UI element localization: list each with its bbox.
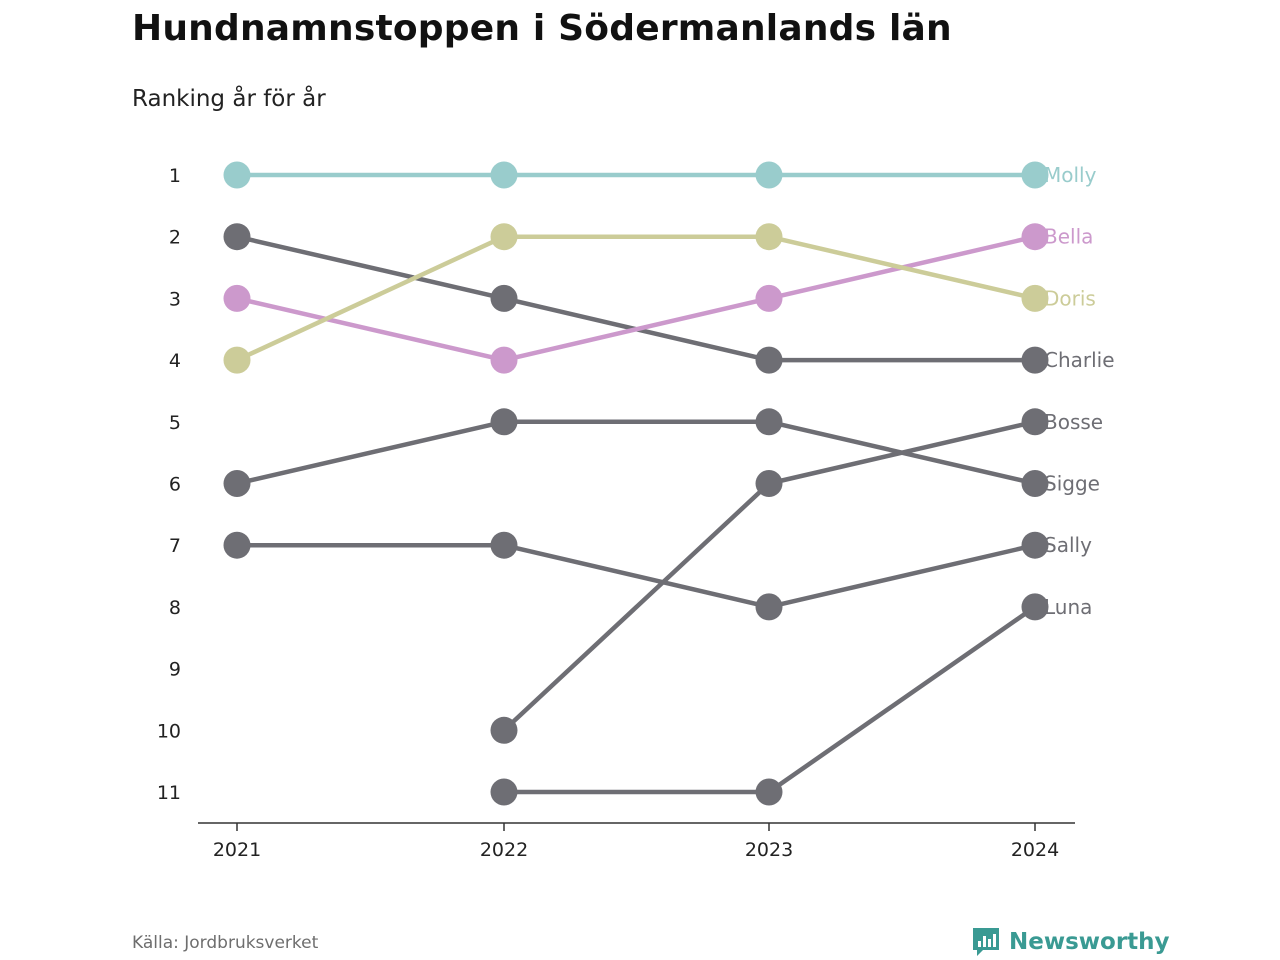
y-tick-label: 4 [169, 350, 181, 372]
data-point-luna [490, 778, 518, 806]
chart-subtitle: Ranking år för år [132, 86, 326, 112]
series-label-sigge: Sigge [1044, 472, 1100, 496]
data-point-sally [755, 593, 783, 621]
series-label-bosse: Bosse [1044, 410, 1103, 434]
y-tick-label: 1 [169, 165, 181, 187]
data-point-molly [490, 161, 518, 189]
data-point-doris [490, 223, 518, 251]
data-point-charlie [1021, 346, 1049, 374]
source-note: Källa: Jordbruksverket [132, 933, 319, 953]
data-point-doris [755, 223, 783, 251]
y-tick-label: 11 [157, 782, 181, 804]
series-line-bosse [502, 419, 1036, 732]
series-label-molly: Molly [1044, 163, 1097, 187]
y-tick-label: 3 [169, 288, 181, 310]
data-point-bella [490, 346, 518, 374]
data-point-sally [1021, 531, 1049, 559]
series-label-doris: Doris [1044, 286, 1096, 310]
y-tick-label: 5 [169, 412, 181, 434]
newsworthy-logo-icon [973, 928, 999, 956]
series-line-bella [236, 234, 1036, 363]
data-point-bosse [490, 716, 518, 744]
y-tick-label: 2 [169, 227, 181, 249]
chart-title: Hundnamnstoppen i Södermanlands län [132, 8, 952, 49]
series-line-sally [237, 542, 1036, 610]
bump-chart: 2021 2022 2023 2024 1 2 3 4 5 6 7 8 9 10 11 Molly Bella D… [157, 161, 1115, 861]
data-point-doris [223, 346, 251, 374]
data-point-bosse [755, 470, 783, 497]
data-point-bella [1021, 223, 1049, 251]
data-point-sigge [490, 408, 518, 436]
data-point-sigge [223, 470, 251, 497]
y-tick-label: 7 [169, 535, 181, 557]
series-label-sally: Sally [1044, 533, 1092, 557]
series-label-bella: Bella [1044, 225, 1093, 249]
y-tick-label: 6 [169, 474, 181, 496]
data-point-charlie [490, 284, 518, 312]
series-line-sigge [236, 419, 1036, 486]
y-tick-label: 8 [169, 597, 181, 619]
data-point-luna [1021, 593, 1049, 621]
brand-name: Newsworthy [1009, 929, 1170, 955]
data-point-sigge [755, 408, 783, 436]
series-line-doris [236, 234, 1036, 363]
data-point-molly [1021, 161, 1049, 189]
data-point-molly [755, 161, 783, 189]
series-line-luna [504, 605, 1037, 795]
data-point-bella [755, 284, 783, 312]
data-point-charlie [755, 346, 783, 374]
data-point-bella [223, 284, 251, 312]
data-point-sally [490, 531, 518, 559]
x-tick-label: 2024 [1011, 839, 1059, 861]
y-tick-label: 9 [169, 659, 181, 681]
data-point-charlie [223, 223, 251, 251]
x-tick-label: 2023 [745, 839, 793, 861]
brand-logo[interactable]: Newsworthy [971, 926, 1170, 958]
data-point-bosse [1021, 408, 1049, 436]
data-point-sigge [1021, 470, 1049, 497]
data-point-molly [223, 161, 251, 189]
series-label-charlie: Charlie [1044, 348, 1115, 372]
x-tick-label: 2022 [480, 839, 528, 861]
series-line-charlie [236, 234, 1035, 363]
data-point-luna [755, 778, 783, 806]
y-tick-label: 10 [157, 720, 181, 742]
series-label-luna: Luna [1044, 595, 1092, 619]
data-point-doris [1021, 284, 1049, 312]
data-point-sally [223, 531, 251, 559]
x-tick-label: 2021 [213, 839, 261, 861]
